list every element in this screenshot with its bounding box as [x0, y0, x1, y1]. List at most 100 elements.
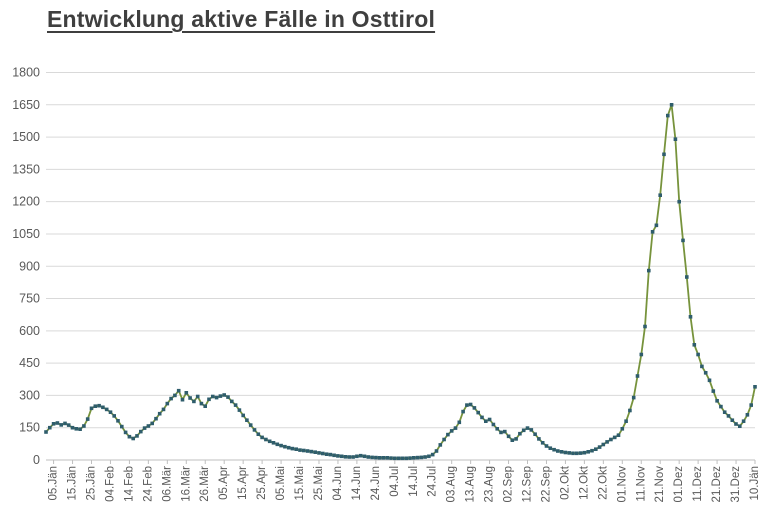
- x-axis-tick-label: 11.Nov: [635, 466, 647, 502]
- data-point-marker: [609, 437, 613, 442]
- data-point-marker: [188, 396, 192, 400]
- data-point-marker: [112, 414, 116, 418]
- data-point-marker: [393, 456, 397, 461]
- data-point-marker: [468, 402, 473, 407]
- data-point-marker: [222, 393, 226, 397]
- data-point-marker: [571, 451, 575, 456]
- data-point-marker: [525, 426, 530, 430]
- data-point-marker: [317, 451, 321, 455]
- data-point-marker: [290, 446, 295, 451]
- data-point-marker: [612, 435, 617, 440]
- x-axis-tick-label: 24.Feb: [142, 466, 154, 502]
- data-point-marker: [620, 427, 625, 431]
- data-point-marker: [537, 437, 541, 441]
- data-point-marker: [472, 406, 477, 410]
- data-point-marker: [321, 451, 325, 456]
- data-point-marker: [722, 410, 727, 414]
- y-axis-tick-label: 150: [19, 421, 40, 435]
- x-axis-tick-label: 26.Mär: [199, 466, 211, 502]
- data-point-marker: [283, 444, 287, 449]
- data-point-marker: [165, 401, 170, 406]
- data-point-marker: [650, 230, 655, 234]
- y-axis-tick-label: 1200: [12, 195, 40, 209]
- data-point-marker: [616, 433, 621, 437]
- data-point-marker: [605, 440, 609, 444]
- x-axis-tick-label: 05.Jän: [48, 466, 60, 501]
- data-point-marker: [510, 438, 515, 442]
- data-point-marker: [93, 404, 98, 408]
- data-point-marker: [457, 420, 462, 425]
- data-point-marker: [480, 415, 484, 420]
- data-point-marker: [298, 448, 302, 452]
- data-point-marker: [404, 456, 408, 461]
- data-point-marker: [715, 399, 719, 403]
- data-point-marker: [336, 454, 340, 458]
- data-point-marker: [127, 434, 132, 439]
- data-point-marker: [578, 451, 583, 455]
- x-axis-tick-label: 15.Mai: [294, 466, 306, 501]
- data-point-marker: [692, 343, 697, 347]
- x-axis-tick-label: 06.Mär: [161, 466, 173, 502]
- data-point-marker: [347, 455, 352, 459]
- data-point-marker: [89, 406, 94, 411]
- data-point-marker: [423, 455, 427, 459]
- y-axis-tick-label: 900: [19, 259, 40, 273]
- y-axis-tick-label: 0: [33, 453, 40, 467]
- data-point-marker: [184, 391, 189, 395]
- x-axis-tick-label: 12.Sep: [522, 466, 534, 502]
- data-point-marker: [313, 450, 317, 454]
- data-point-marker: [590, 448, 594, 453]
- data-point-marker: [711, 389, 716, 393]
- data-point-marker: [226, 395, 230, 399]
- x-axis-tick-label: 24.Jul: [427, 466, 439, 497]
- data-point-marker: [518, 431, 522, 436]
- data-point-marker: [540, 441, 545, 445]
- data-point-marker: [66, 423, 71, 427]
- data-point-marker: [131, 436, 135, 441]
- data-point-marker: [552, 447, 556, 452]
- x-axis-tick-label: 25.Mai: [313, 466, 325, 501]
- data-point-marker: [753, 385, 757, 389]
- x-axis-tick-label: 25.Apr: [256, 466, 268, 500]
- data-point-marker: [324, 452, 329, 456]
- data-point-marker: [48, 425, 52, 430]
- data-point-marker: [563, 450, 568, 455]
- data-point-marker: [400, 456, 405, 461]
- x-axis-tick-label: 15.Jän: [67, 466, 79, 501]
- data-point-marker: [176, 388, 181, 393]
- data-point-marker: [332, 453, 336, 458]
- data-point-marker: [146, 424, 151, 428]
- x-axis-tick-label: 02.Okt: [559, 465, 571, 500]
- data-point-marker: [256, 432, 261, 436]
- data-point-marker: [586, 450, 590, 454]
- data-point-marker: [374, 455, 378, 460]
- x-axis-tick-label: 15.Apr: [237, 466, 249, 500]
- data-point-marker: [355, 454, 359, 459]
- data-point-marker: [548, 446, 553, 450]
- data-point-marker: [597, 445, 602, 449]
- data-point-marker: [328, 452, 333, 457]
- data-point-marker: [453, 426, 458, 430]
- data-point-marker: [647, 268, 651, 273]
- data-point-marker: [211, 394, 215, 399]
- data-point-marker: [120, 424, 124, 429]
- data-point-marker: [669, 103, 674, 107]
- y-axis-tick-label: 1500: [12, 130, 40, 144]
- x-axis-tick-label: 10.Jän: [749, 466, 761, 501]
- chart-title: Entwicklung aktive Fälle in Osttirol: [47, 6, 436, 32]
- data-point-marker: [370, 455, 374, 460]
- data-point-marker: [738, 424, 742, 428]
- data-point-marker: [446, 432, 450, 437]
- data-point-marker: [385, 456, 389, 460]
- data-point-marker: [628, 408, 632, 413]
- data-point-marker: [123, 430, 128, 435]
- data-point-marker: [237, 408, 242, 412]
- data-point-marker: [241, 413, 245, 418]
- data-point-marker: [157, 411, 162, 416]
- data-point-marker: [70, 425, 75, 430]
- data-point-marker: [302, 448, 306, 453]
- data-point-marker: [567, 451, 571, 455]
- data-point-marker: [150, 421, 154, 426]
- x-axis-tick-label: 05.Mai: [275, 466, 287, 501]
- data-point-marker: [173, 393, 177, 398]
